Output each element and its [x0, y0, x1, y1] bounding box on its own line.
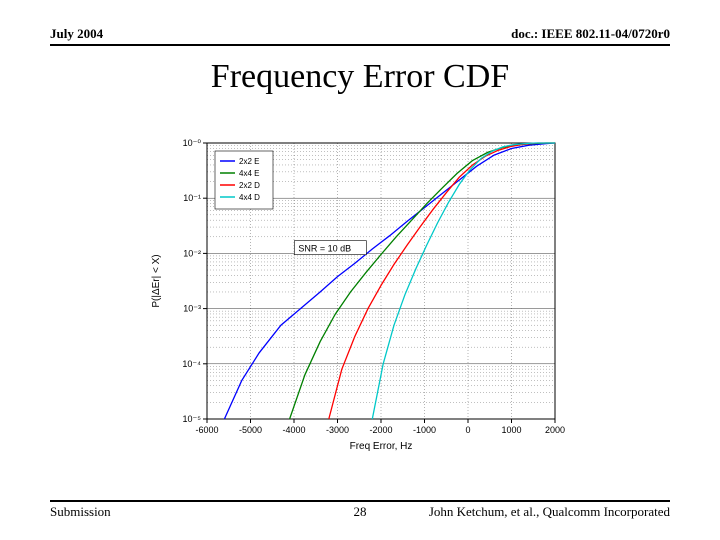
svg-text:2x2 E: 2x2 E	[239, 157, 259, 166]
svg-text:10⁻²: 10⁻²	[183, 248, 201, 258]
footer-author: John Ketchum, et al., Qualcomm Incorpora…	[429, 504, 670, 520]
svg-text:10⁻¹: 10⁻¹	[183, 193, 201, 203]
svg-text:-4000: -4000	[282, 425, 305, 435]
header-doc-id: doc.: IEEE 802.11-04/0720r0	[511, 26, 670, 42]
svg-text:10⁻³: 10⁻³	[183, 304, 201, 314]
svg-text:2x2 D: 2x2 D	[239, 181, 260, 190]
cdf-chart: 10⁻⁵ 10⁻⁴ 10⁻³ 10⁻² 10⁻¹ 10⁻⁰ -6000 -5000 -4000 -…	[145, 135, 565, 455]
slide-header: July 2004 doc.: IEEE 802.11-04/0720r0	[50, 26, 670, 46]
svg-text:-5000: -5000	[239, 425, 262, 435]
svg-text:4x4 D: 4x4 D	[239, 193, 260, 202]
svg-text:-3000: -3000	[326, 425, 349, 435]
svg-text:4x4 E: 4x4 E	[239, 169, 259, 178]
svg-text:SNR = 10 dB: SNR = 10 dB	[298, 244, 351, 254]
svg-text:P(|ΔEr| < X): P(|ΔEr| < X)	[151, 254, 162, 307]
svg-text:1000: 1000	[501, 425, 521, 435]
header-date: July 2004	[50, 26, 103, 42]
svg-text:-2000: -2000	[369, 425, 392, 435]
svg-text:0: 0	[465, 425, 470, 435]
svg-text:10⁻⁰: 10⁻⁰	[183, 138, 202, 148]
svg-text:2000: 2000	[545, 425, 565, 435]
svg-text:-6000: -6000	[195, 425, 218, 435]
footer-left: Submission	[50, 504, 111, 520]
svg-text:10⁻⁵: 10⁻⁵	[183, 414, 202, 424]
footer-page-number: 28	[354, 504, 367, 520]
svg-text:-1000: -1000	[413, 425, 436, 435]
slide-title: Frequency Error CDF	[0, 58, 720, 96]
slide-footer: Submission 28 John Ketchum, et al., Qual…	[50, 500, 670, 520]
svg-text:Freq Error, Hz: Freq Error, Hz	[350, 441, 413, 452]
chart-svg: 10⁻⁵ 10⁻⁴ 10⁻³ 10⁻² 10⁻¹ 10⁻⁰ -6000 -5000 -4000 -…	[145, 135, 565, 455]
svg-text:10⁻⁴: 10⁻⁴	[182, 359, 201, 369]
